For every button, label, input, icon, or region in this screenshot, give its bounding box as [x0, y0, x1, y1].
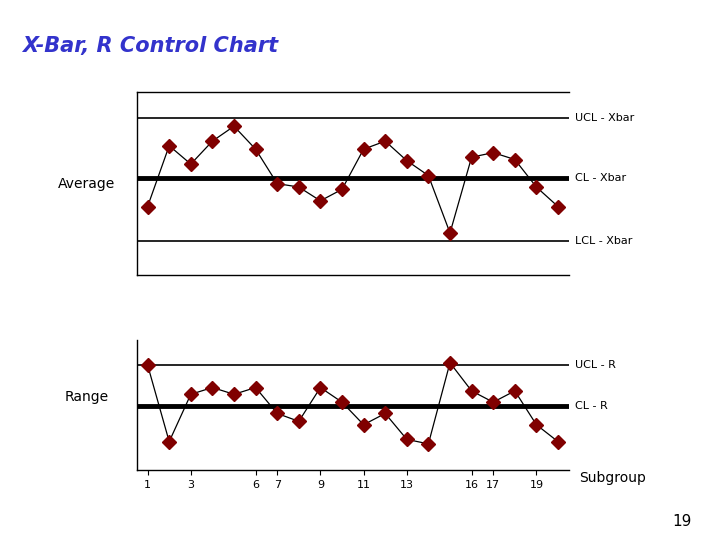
- Text: UCL - R: UCL - R: [575, 360, 616, 370]
- Text: LCL - Xbar: LCL - Xbar: [575, 236, 633, 246]
- Text: Six Sigma
Green Belt: Six Sigma Green Belt: [570, 16, 669, 55]
- Text: Range: Range: [64, 390, 109, 404]
- Text: 19: 19: [672, 514, 691, 529]
- Text: CL - Xbar: CL - Xbar: [575, 173, 626, 183]
- Text: Average: Average: [58, 177, 115, 191]
- Text: X-Bar, R Control Chart: X-Bar, R Control Chart: [22, 36, 278, 56]
- Text: CL - R: CL - R: [575, 401, 608, 410]
- Text: UCL - Xbar: UCL - Xbar: [575, 113, 634, 123]
- Text: Subgroup: Subgroup: [580, 471, 647, 485]
